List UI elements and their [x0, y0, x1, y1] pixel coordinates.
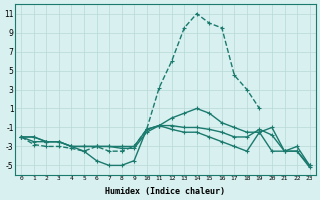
X-axis label: Humidex (Indice chaleur): Humidex (Indice chaleur) [106, 187, 226, 196]
